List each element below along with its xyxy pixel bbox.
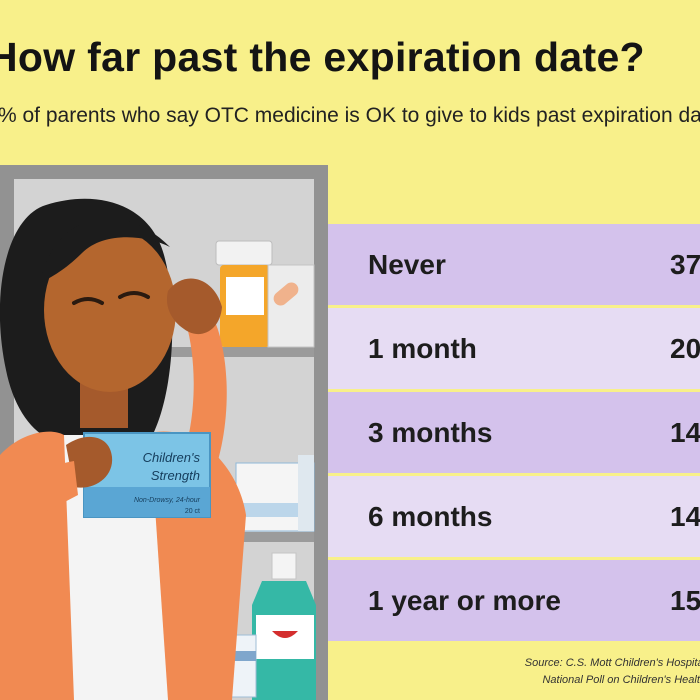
eye-right (118, 291, 150, 299)
eye-left (72, 297, 104, 305)
page-subtitle: % of parents who say OTC medicine is OK … (0, 104, 700, 127)
row-value: 37% (670, 248, 700, 280)
row-value: 14% (670, 416, 700, 448)
row-label: 3 months (368, 416, 493, 448)
bandage (273, 282, 299, 306)
medicine-box-small (298, 455, 314, 531)
table-row-never: Never 37% (328, 224, 700, 305)
table-row-1-month: 1 month 20% (328, 308, 700, 389)
row-label: 1 month (368, 332, 477, 364)
row-label: Never (368, 248, 446, 280)
held-box-band (84, 487, 210, 517)
mouthwash-smile (272, 631, 298, 638)
floss-stripe (216, 651, 256, 661)
lower-arm (0, 461, 78, 533)
page-title: How far past the expiration date? (0, 34, 645, 80)
parent-medicine-illustration: Children's Strength Non-Drowsy, 24-hour … (0, 165, 328, 700)
hair-fringe (40, 218, 170, 283)
results-table: Never 37% 1 month 20% 3 months 14% 6 mon… (328, 224, 700, 644)
row-label: 6 months (368, 500, 493, 532)
hand-holding-box (66, 436, 113, 488)
source-line-2: National Poll on Children's Health (542, 674, 700, 686)
box-label-childrens: Children's (143, 450, 201, 465)
table-row-6-months: 6 months 14% (328, 476, 700, 557)
box-label-strength: Strength (151, 468, 200, 483)
table-row-3-months: 3 months 14% (328, 392, 700, 473)
bandage-box (267, 264, 315, 348)
box-label-count: 20 ct (185, 508, 200, 515)
medicine-box-stripe (236, 503, 314, 517)
row-value: 14% (670, 500, 700, 532)
row-label: 1 year or more (368, 584, 561, 616)
box-label-non-drowsy: Non-Drowsy, 24-hour (134, 497, 201, 504)
source-note: Source: C.S. Mott Children's Hospital Na… (525, 655, 700, 689)
pill-bottle-label (226, 277, 264, 315)
row-value: 15% (670, 584, 700, 616)
hand-on-head (166, 278, 222, 335)
source-line-1: Source: C.S. Mott Children's Hospital (524, 657, 700, 669)
face (44, 228, 176, 392)
table-row-1-year-or-more: 1 year or more 15% (328, 560, 700, 641)
pill-bottle-cap (215, 240, 273, 266)
row-value: 20% (670, 332, 700, 364)
mouthwash-cap (271, 552, 297, 580)
